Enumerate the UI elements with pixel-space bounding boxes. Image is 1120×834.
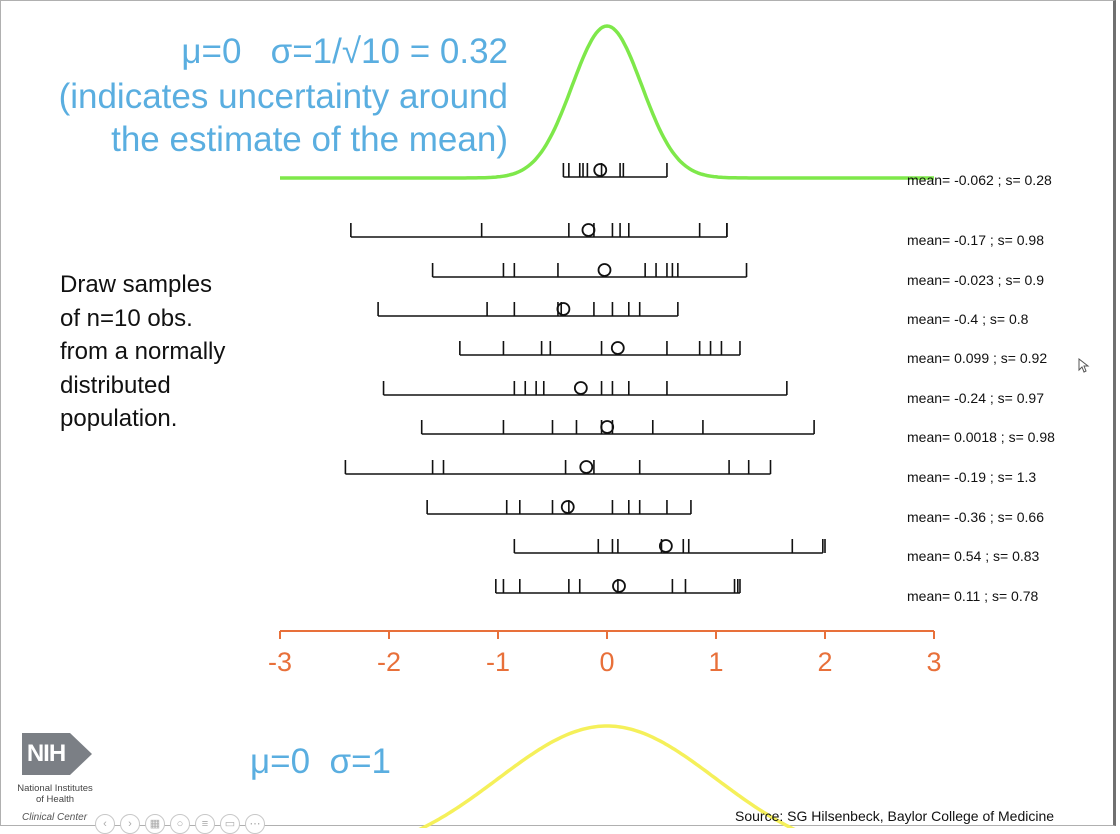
sample-summary-label: mean= 0.11 ; s= 0.78 [907,588,1038,604]
sample-mean-marker [556,302,571,316]
sample-summary-label: mean= -0.062 ; s= 0.28 [907,172,1052,188]
nih-name-line1: National Institutes [17,783,93,794]
forward-icon[interactable]: › [120,814,140,834]
sample-mean-marker [597,263,612,277]
sample-summary-label: mean= -0.36 ; s= 0.66 [907,509,1044,525]
camera-icon[interactable]: ▭ [220,814,240,834]
mouse-cursor-icon [1078,358,1090,373]
sampling-distribution-note-line1: (indicates uncertainty around [58,77,508,116]
more-icon[interactable]: ⋯ [245,814,265,834]
x-axis-tick-label: -1 [486,647,510,677]
slide-toolbar: ‹ › ▦ ○ ≡ ▭ ⋯ [95,814,265,834]
x-axis-tick-label: 0 [599,647,614,677]
sample-summary-label: mean= 0.54 ; s= 0.83 [907,548,1040,564]
sample-mean-marker [581,223,596,237]
sample-summary-label: mean= -0.19 ; s= 1.3 [907,469,1036,485]
nih-clinical-center: Clinical Center [22,812,88,823]
zoom-icon[interactable]: ○ [170,814,190,834]
sample-summary-label: mean= -0.4 ; s= 0.8 [907,311,1029,327]
description-line: distributed [60,371,171,399]
description-line: of n=10 obs. [60,304,193,332]
x-axis-tick-label: 2 [817,647,832,677]
description-line: from a normally [60,338,226,365]
source-credit: Source: SG Hilsenbeck, Baylor College of… [735,808,1055,824]
nih-logo: NIH [22,733,70,775]
population-distribution-title: μ=0 σ=1 [250,742,392,781]
sample-mean-marker [612,579,626,593]
sample-summary-label: mean= -0.17 ; s= 0.98 [907,232,1044,248]
slides-icon[interactable]: ▦ [145,814,165,834]
x-axis-tick-label: 3 [926,647,941,677]
x-axis-tick-label: -3 [268,647,292,677]
sample-mean-marker [600,420,615,434]
sample-mean-marker [579,460,594,474]
description: Draw samples of n=10 obs. from a normall… [60,268,225,436]
sample-summary-label: mean= 0.099 ; s= 0.92 [907,350,1047,366]
nih-name-line2: of Health [35,794,75,805]
sampling-distribution-title: μ=0 σ=1/√10 = 0.32 [181,32,508,71]
sample-mean-marker [658,539,673,553]
description-line: Draw samples [60,271,213,298]
population-distribution-curve [418,724,796,828]
description-line: population. [60,405,178,432]
x-axis-tick-label: 1 [708,647,723,677]
x-axis-tick-label: -2 [377,647,401,677]
notes-icon[interactable]: ≡ [195,814,215,834]
nih-logo-arrow [70,733,92,775]
sample-mean-marker [560,500,575,514]
sample-mean-marker [610,341,625,355]
sample-summary-label: mean= -0.24 ; s= 0.97 [907,390,1044,406]
sample-mean-marker [573,381,588,395]
sample-mean-marker [593,163,608,177]
sample-summary-label: mean= 0.0018 ; s= 0.98 [907,429,1055,445]
sampling-distribution-note-line2: the estimate of the mean) [111,120,508,159]
sampling-distribution-curve [280,24,934,180]
sample-summary-label: mean= -0.023 ; s= 0.9 [907,272,1044,288]
back-icon[interactable]: ‹ [95,814,115,834]
